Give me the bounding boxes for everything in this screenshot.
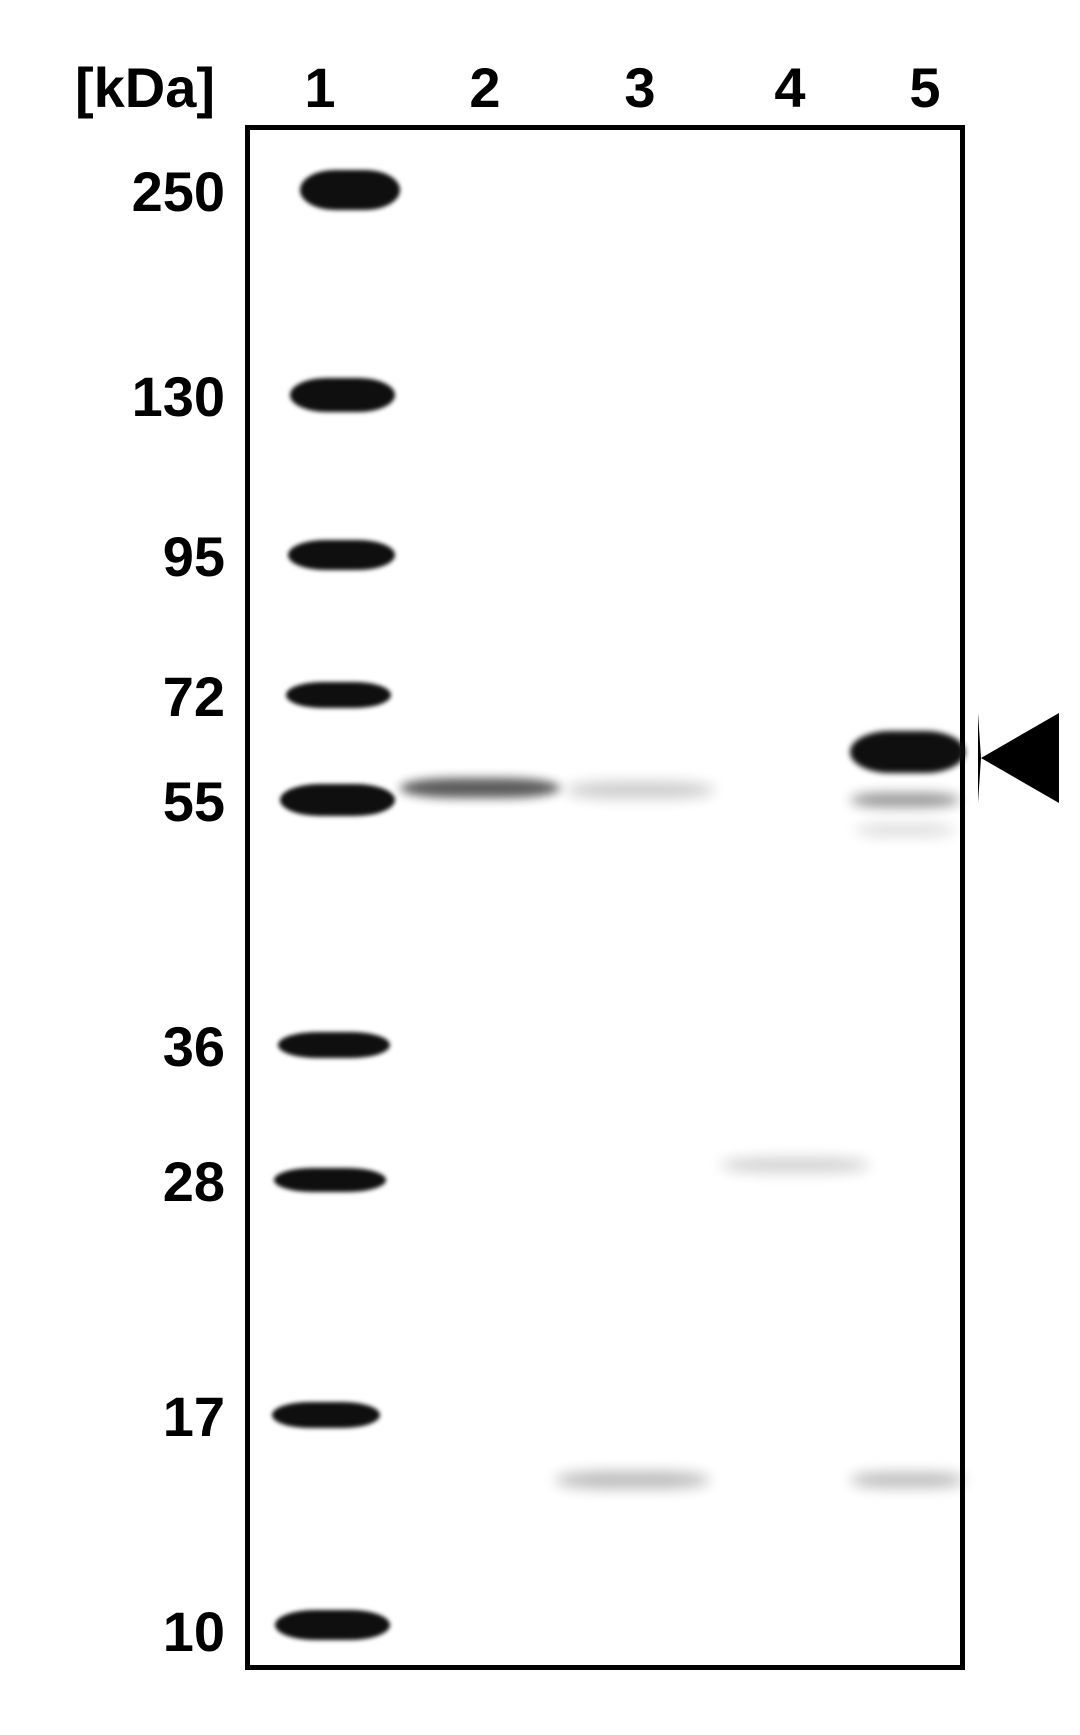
band-lane1: [278, 1032, 390, 1058]
lane-header-5: 5: [895, 55, 955, 120]
mw-label-55: 55: [0, 769, 225, 834]
band-lane1: [274, 1168, 386, 1192]
unit-label: [kDa]: [75, 55, 215, 120]
band-lane1: [286, 682, 391, 708]
band-lane1: [272, 1402, 380, 1428]
band-lane4: [720, 1158, 870, 1172]
blot-figure: [kDa] 1 2 3 4 5 250 130 95 72 55 36 28 17 10: [0, 0, 1080, 1735]
mw-label-250: 250: [0, 159, 225, 224]
mw-label-95: 95: [0, 524, 225, 589]
lane-header-4: 4: [760, 55, 820, 120]
lane-header-2: 2: [455, 55, 515, 120]
target-band-arrowhead: [978, 713, 1059, 803]
mw-label-36: 36: [0, 1014, 225, 1079]
lane-header-3: 3: [610, 55, 670, 120]
band-lane1: [300, 170, 400, 210]
band-lane5: [850, 731, 965, 773]
band-lane5: [850, 793, 960, 807]
band-lane1: [275, 1610, 390, 1640]
band-lane5: [850, 1473, 965, 1487]
blot-frame: [245, 125, 965, 1670]
mw-label-28: 28: [0, 1149, 225, 1214]
band-lane3: [565, 782, 715, 798]
band-lane5: [855, 825, 955, 835]
mw-label-72: 72: [0, 664, 225, 729]
band-lane1: [280, 784, 395, 816]
band-lane1: [288, 540, 395, 570]
mw-label-130: 130: [0, 364, 225, 429]
band-lane3: [555, 1472, 710, 1488]
mw-label-10: 10: [0, 1599, 225, 1664]
band-lane1: [290, 378, 395, 412]
band-lane2: [400, 778, 560, 798]
lane-header-1: 1: [290, 55, 350, 120]
mw-label-17: 17: [0, 1384, 225, 1449]
